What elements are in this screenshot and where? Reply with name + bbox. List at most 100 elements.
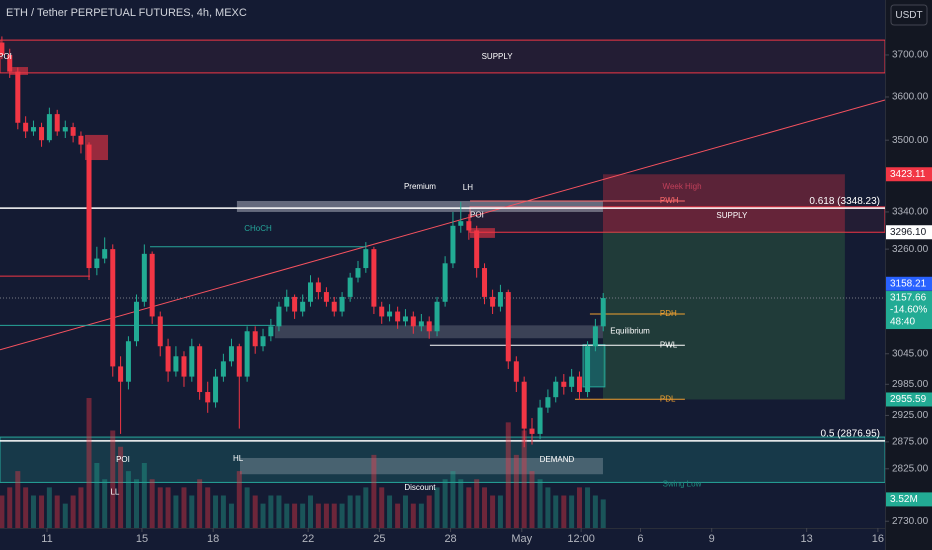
candle-body xyxy=(387,311,393,317)
volume-bar xyxy=(418,503,424,528)
volume-bar xyxy=(600,499,606,528)
x-tick-label: 22 xyxy=(302,533,314,545)
candle-body xyxy=(331,301,337,312)
candle-body xyxy=(39,127,45,141)
price-label-bg xyxy=(886,167,932,182)
volume-bar xyxy=(537,479,543,528)
volume-bar xyxy=(165,487,171,528)
candle-body xyxy=(569,376,575,387)
volume-bar xyxy=(110,430,116,528)
candle-body xyxy=(466,221,472,231)
x-tick-label: 9 xyxy=(709,533,715,545)
candle-body xyxy=(30,127,36,132)
y-tick-label: 2825.00 xyxy=(892,463,929,474)
candle-body xyxy=(134,301,140,342)
y-tick-label: 2985.00 xyxy=(892,379,929,390)
x-tick-label: 18 xyxy=(207,533,219,545)
last-price: 3157.66 xyxy=(890,293,927,304)
candle-body xyxy=(545,397,551,408)
plot-area: 0.618 (3348.23) 0.5 (2876.95) PWH PDH PWL PDL… xyxy=(0,36,885,528)
currency-box[interactable] xyxy=(890,4,928,26)
annotation: POI xyxy=(0,52,12,61)
volume-bar xyxy=(576,487,582,528)
candle-body xyxy=(592,326,598,347)
candle-body xyxy=(292,296,298,312)
candle-body xyxy=(363,249,369,269)
candle-body xyxy=(46,114,52,141)
candle-body xyxy=(244,331,250,377)
annotation: CHoCH xyxy=(244,224,272,233)
volume-bar xyxy=(236,471,242,528)
x-tick-label: 11 xyxy=(41,533,52,545)
candle-body xyxy=(213,376,219,403)
volume-bar xyxy=(276,495,282,528)
candle-body xyxy=(54,114,60,132)
last-price-box xyxy=(886,291,932,330)
volume-bar xyxy=(592,495,598,528)
candle-body xyxy=(0,42,5,55)
volume-bar xyxy=(70,495,76,528)
volume-bar xyxy=(244,487,250,528)
candle-body xyxy=(395,311,401,322)
zone xyxy=(602,174,845,233)
volume-bar xyxy=(94,463,100,528)
x-tick-label: May xyxy=(511,533,532,545)
candle-body xyxy=(165,346,171,372)
volume-bar xyxy=(205,487,211,528)
level-label: PDL xyxy=(660,394,676,403)
candle-body xyxy=(252,331,258,347)
volume-bar xyxy=(402,495,408,528)
candle-body xyxy=(450,225,456,264)
volume-bar xyxy=(561,495,567,528)
price-label-bg xyxy=(886,225,932,240)
candle-body xyxy=(339,296,345,312)
drawn-line xyxy=(0,99,885,351)
volume-bar xyxy=(513,454,519,528)
volume-bar xyxy=(497,495,503,528)
y-tick-label: 3045.00 xyxy=(892,348,929,359)
fib-label: 0.618 (3348.23) xyxy=(809,196,880,207)
price-label-bg xyxy=(886,276,932,291)
candle-body xyxy=(379,306,385,317)
candle-body xyxy=(418,321,424,327)
candle-body xyxy=(70,127,76,136)
volume-bar xyxy=(284,503,290,528)
candle-body xyxy=(529,428,535,434)
currency[interactable]: USDT xyxy=(895,10,922,21)
annotation: POI xyxy=(116,455,130,464)
zone xyxy=(240,457,603,475)
candle-body xyxy=(482,268,488,297)
volume-bar xyxy=(149,479,155,528)
volume-bar xyxy=(252,495,258,528)
y-tick-label: 2730.00 xyxy=(892,516,929,527)
annotation: LH xyxy=(463,183,473,192)
volume-bar xyxy=(585,487,591,528)
annotation: SUPPLY xyxy=(716,211,748,220)
y-tick-label: 3600.00 xyxy=(892,92,929,103)
candle-body xyxy=(474,230,480,269)
volume-bar xyxy=(0,495,5,528)
candle-body xyxy=(284,296,290,307)
price-axis xyxy=(885,0,932,550)
volume-bar xyxy=(355,495,361,528)
candle-body xyxy=(402,316,408,322)
volume-bar xyxy=(23,487,29,528)
candle-body xyxy=(576,376,582,393)
candle-body xyxy=(371,249,377,307)
volume-bar xyxy=(466,487,472,528)
candle-body xyxy=(553,381,559,398)
candle-body xyxy=(78,135,84,145)
level-label: PWH xyxy=(660,196,679,205)
volume-bar xyxy=(62,503,68,528)
volume-bar xyxy=(410,503,416,528)
volume-bar xyxy=(545,487,551,528)
volume-bar xyxy=(102,479,108,528)
annotation: Swing Low xyxy=(663,480,702,489)
price-label-bg xyxy=(886,392,932,407)
candle-body xyxy=(497,292,503,307)
volume-bar xyxy=(426,495,432,528)
candle-body xyxy=(521,381,527,429)
candle-body xyxy=(490,296,496,307)
